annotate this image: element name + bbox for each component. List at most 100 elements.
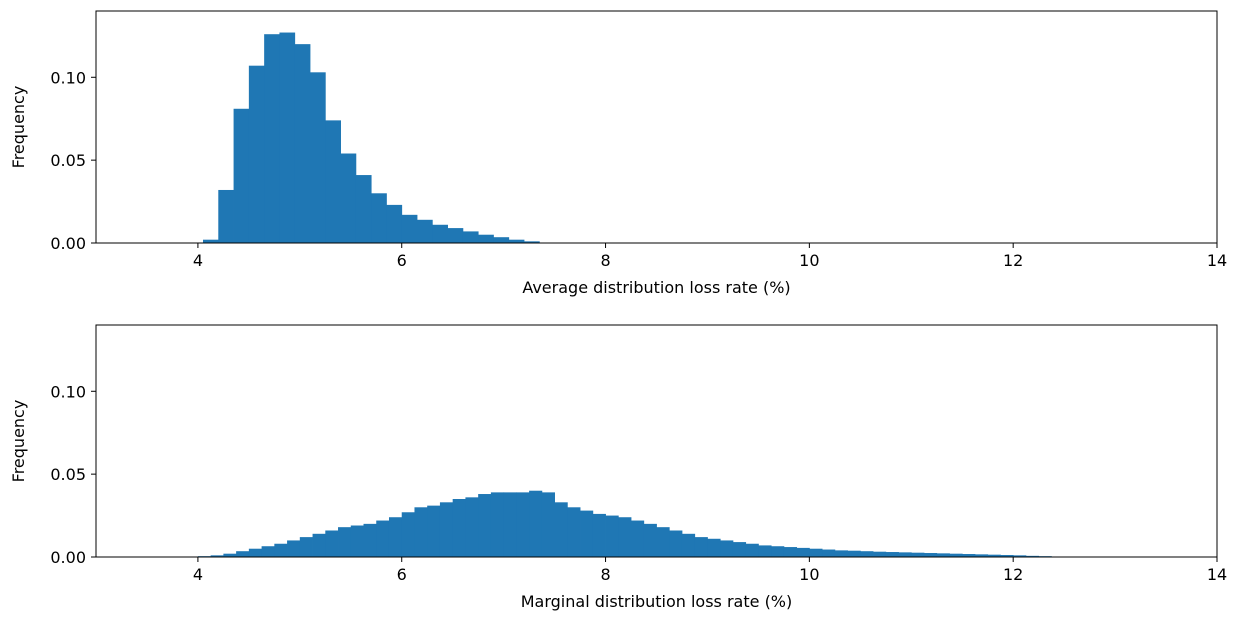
histogram-bar [529, 490, 543, 557]
histogram-bar [447, 228, 464, 243]
histogram-bar [847, 550, 861, 557]
x-tick-label: 14 [1207, 565, 1227, 584]
histogram-bar [294, 44, 311, 243]
histogram-bar [758, 545, 772, 557]
plot-frame [95, 10, 1218, 244]
histogram-bar [503, 492, 517, 557]
histogram-bar [796, 547, 810, 557]
histogram-bar [681, 533, 696, 557]
histogram-bar [580, 510, 594, 557]
histogram-bar [885, 552, 899, 557]
histogram-bar [355, 175, 372, 243]
x-tick-label: 10 [799, 251, 819, 270]
histogram-bar [203, 239, 219, 243]
histogram-bar [834, 550, 848, 557]
histogram-bar [210, 555, 224, 557]
histogram-bar [325, 530, 339, 557]
histogram-bar [605, 515, 619, 557]
histogram-bar [248, 65, 265, 243]
bottom-histogram-panel: 4 6 8 10 12 14 0.00 0.05 0.10 Marginal distributi… [9, 324, 1227, 611]
histogram-bar [524, 241, 540, 243]
histogram-bar [223, 553, 237, 557]
x-tick-label: 6 [397, 251, 407, 270]
histogram-bar [452, 499, 466, 557]
histogram-bar [427, 505, 441, 557]
histogram-bar [567, 507, 581, 557]
y-axis-label: Frequency [9, 86, 28, 169]
histogram-bar [340, 153, 357, 243]
histogram-bar [478, 234, 494, 243]
histogram-bar [936, 553, 950, 557]
y-tick-label: 0.10 [50, 382, 86, 401]
histogram-bar [631, 520, 645, 557]
histogram-bar [809, 548, 823, 557]
histogram-bar [987, 554, 1001, 557]
histogram-bar [962, 554, 976, 557]
x-tick-label: 4 [193, 565, 203, 584]
histogram-bar [414, 507, 428, 557]
histogram-bar [478, 494, 492, 557]
top-histogram-panel: 4 6 8 10 12 14 0.00 0.05 0.10 Average distributio… [9, 10, 1227, 297]
histogram-bar [898, 552, 912, 557]
histogram-bar [554, 502, 568, 557]
histogram-bar [493, 237, 510, 243]
histogram-bar [771, 546, 785, 557]
histogram-bar [388, 517, 403, 557]
histogram-bar [261, 546, 275, 557]
x-tick-label: 14 [1207, 251, 1227, 270]
histogram-bar [350, 525, 364, 557]
y-tick-label: 0.00 [50, 548, 86, 567]
histogram-bar [720, 540, 734, 557]
x-tick-label: 8 [600, 251, 610, 270]
histogram-bar [1025, 555, 1040, 557]
y-tick-label: 0.10 [50, 68, 86, 87]
histogram-bar [783, 547, 798, 557]
x-axis-label: Marginal distribution loss rate (%) [521, 592, 793, 611]
histogram-bar [310, 72, 326, 243]
histogram-bar [312, 533, 326, 557]
histogram-bar [218, 189, 234, 243]
histogram-bar [745, 543, 759, 557]
histogram-bar [822, 549, 836, 557]
x-axis-label: Average distribution loss rate (%) [522, 278, 790, 297]
histogram-bar [371, 193, 387, 243]
histogram-bar [264, 34, 280, 244]
histogram-bar [924, 553, 938, 557]
y-axis-label: Frequency [9, 400, 28, 483]
y-tick-label: 0.05 [50, 465, 86, 484]
histogram-bar [417, 219, 433, 243]
histogram-bar [325, 120, 341, 243]
histogram-bar [274, 543, 288, 557]
histogram-bar [287, 540, 301, 557]
histogram-bar [516, 492, 530, 557]
x-tick-label: 12 [1003, 565, 1023, 584]
histogram-bar [233, 108, 250, 244]
histogram-bar [236, 551, 250, 557]
histogram-bar [618, 517, 632, 557]
histogram-bar [386, 204, 403, 243]
histogram-bar [707, 538, 721, 557]
y-tick-label: 0.05 [50, 151, 86, 170]
histogram-bar [432, 224, 448, 243]
y-tick-label: 0.00 [50, 234, 86, 253]
x-tick-label: 4 [193, 251, 203, 270]
histogram-bar [465, 497, 479, 557]
histogram-bar [911, 552, 925, 557]
histogram-bar [401, 512, 415, 557]
histogram-bar [401, 214, 418, 243]
plot-frame [95, 324, 1218, 558]
histogram-bar [376, 520, 390, 557]
x-tick-label: 8 [600, 565, 610, 584]
histogram-bar [1013, 555, 1027, 557]
x-tick-label: 10 [799, 565, 819, 584]
histogram-bar [860, 551, 874, 557]
histogram-bar [248, 548, 262, 557]
histogram-bar [643, 523, 657, 557]
histogram-bar [490, 492, 505, 557]
histogram-bar [592, 513, 606, 557]
histogram-bar [873, 551, 887, 557]
histogram-bar [949, 553, 963, 557]
histogram-bar [338, 527, 352, 557]
histogram-bar [508, 239, 525, 243]
